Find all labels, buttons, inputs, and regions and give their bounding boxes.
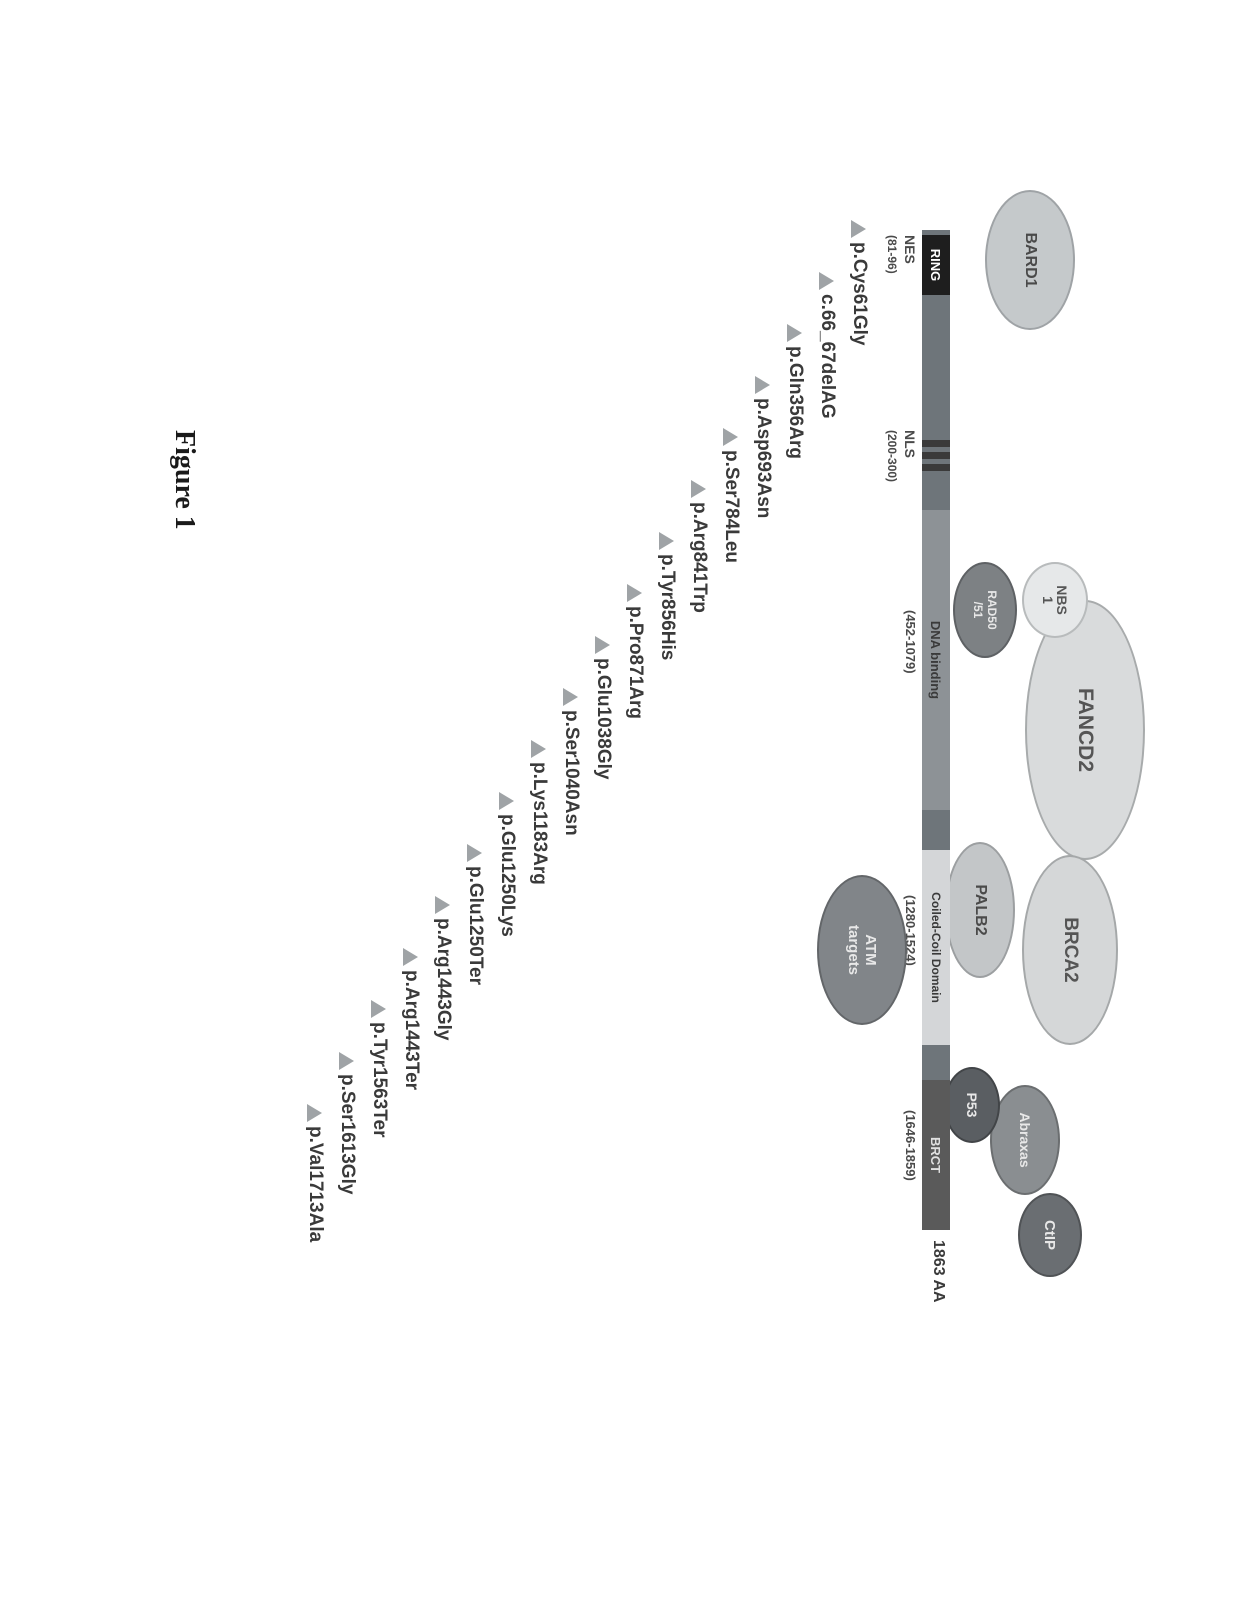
variant-label: p.Glu1250Lys	[496, 814, 518, 937]
partner-ctip-label: CtIP	[1042, 1220, 1059, 1250]
variant-row: p.Glu1250Lys	[496, 792, 518, 937]
triangle-icon	[756, 376, 771, 394]
triangle-icon	[788, 324, 803, 342]
variant-label: p.Cys61Gly	[848, 242, 870, 346]
partner-rad50-label: RAD50/51	[971, 590, 999, 629]
triangle-icon	[596, 636, 611, 654]
partner-palb2-label: PALB2	[971, 884, 989, 935]
variant-row: p.Asp693Asn	[752, 376, 774, 518]
partner-brca2-label: BRCA2	[1059, 917, 1081, 982]
variant-label: p.Gln356Arg	[784, 346, 806, 459]
triangle-icon	[820, 272, 835, 290]
variant-row: p.Gln356Arg	[784, 324, 806, 459]
variant-row: p.Ser1613Gly	[336, 1052, 358, 1194]
triangle-icon	[628, 584, 643, 602]
triangle-icon	[660, 532, 675, 550]
partner-rad50: RAD50/51	[953, 562, 1017, 658]
variant-row: p.Tyr1563Ter	[368, 1000, 390, 1137]
domain-nls-label: NLS (200-300)	[884, 430, 918, 482]
domain-ring: RING	[922, 235, 950, 295]
variant-row: p.Cys61Gly	[848, 220, 870, 346]
domain-brct-range: (1646-1859)	[902, 1110, 918, 1181]
variant-row: p.Lys1183Arg	[528, 740, 550, 885]
variant-label: p.Arg841Trp	[688, 502, 710, 613]
triangle-icon	[372, 1000, 387, 1018]
variant-label: p.Val1713Ala	[304, 1126, 326, 1242]
figure-caption: Figure 1	[168, 430, 200, 530]
variant-label: p.Tyr856His	[656, 554, 678, 660]
triangle-icon	[852, 220, 867, 238]
partner-bard1-label: BARD1	[1021, 232, 1039, 287]
variant-label: p.Asp693Asn	[752, 398, 774, 518]
domain-ring-label: RING	[929, 249, 944, 282]
variant-row: p.Ser784Leu	[720, 428, 742, 563]
nls-stripe-3	[922, 464, 950, 471]
partner-ctip: CtIP	[1018, 1193, 1082, 1277]
domain-brct-label: BRCT	[929, 1137, 944, 1173]
triangle-icon	[340, 1052, 355, 1070]
triangle-icon	[404, 948, 419, 966]
partner-p53-label: P53	[964, 1093, 980, 1118]
triangle-icon	[724, 428, 739, 446]
partner-p53: P53	[944, 1067, 1000, 1143]
partner-nbs1-label: NBS1	[1041, 585, 1069, 615]
domain-dnabinding: DNA binding	[922, 510, 950, 810]
variant-label: p.Arg1443Ter	[400, 970, 422, 1090]
partner-abraxas: Abraxas	[990, 1085, 1060, 1195]
partner-bard1: BARD1	[985, 190, 1075, 330]
variant-label: p.Ser1040Asn	[560, 710, 582, 836]
domain-dnabind-range: (452-1079)	[902, 610, 918, 674]
partner-palb2: PALB2	[945, 842, 1015, 978]
variant-row: p.Arg1443Gly	[432, 896, 454, 1041]
variant-row: p.Pro871Arg	[624, 584, 646, 719]
triangle-icon	[500, 792, 515, 810]
domain-nes-label: NES (81-96)	[884, 235, 918, 274]
nls-stripe-1	[922, 440, 950, 447]
partner-atm-targets: ATMtargets	[817, 875, 907, 1025]
domain-coiledcoil-label: Coiled-Coil Domain	[929, 892, 943, 1003]
partner-fancd2: FANCD2	[1025, 600, 1145, 860]
triangle-icon	[564, 688, 579, 706]
triangle-icon	[532, 740, 547, 758]
variant-row: p.Arg1443Ter	[400, 948, 422, 1090]
nls-stripe-2	[922, 452, 950, 459]
partner-nbs1: NBS1	[1022, 562, 1088, 638]
triangle-icon	[436, 896, 451, 914]
aa-length-label: 1863 AA	[929, 1240, 947, 1303]
triangle-icon	[692, 480, 707, 498]
variant-row: p.Glu1038Gly	[592, 636, 614, 779]
domain-dnabinding-label: DNA binding	[929, 621, 944, 699]
variant-row: c.66_67delAG	[816, 272, 838, 419]
partner-abraxas-label: Abraxas	[1017, 1112, 1033, 1167]
variant-label: p.Pro871Arg	[624, 606, 646, 719]
variant-label: p.Ser784Leu	[720, 450, 742, 563]
triangle-icon	[468, 844, 483, 862]
triangle-icon	[308, 1104, 323, 1122]
variant-label: c.66_67delAG	[816, 294, 838, 419]
domain-coiledcoil: Coiled-Coil Domain	[922, 850, 950, 1045]
variant-row: p.Tyr856His	[656, 532, 678, 660]
variant-label: p.Lys1183Arg	[528, 762, 550, 885]
variant-label: p.Arg1443Gly	[432, 918, 454, 1041]
variant-label: p.Glu1250Ter	[464, 866, 486, 985]
domain-brct: BRCT	[922, 1080, 950, 1230]
partner-brca2: BRCA2	[1022, 855, 1118, 1045]
partner-fancd2-label: FANCD2	[1073, 688, 1097, 772]
variant-row: p.Arg841Trp	[688, 480, 710, 613]
variant-row: p.Ser1040Asn	[560, 688, 582, 836]
variant-label: p.Glu1038Gly	[592, 658, 614, 779]
variant-row: p.Val1713Ala	[304, 1104, 326, 1242]
variant-label: p.Tyr1563Ter	[368, 1022, 390, 1137]
variant-row: p.Glu1250Ter	[464, 844, 486, 985]
variant-label: p.Ser1613Gly	[336, 1074, 358, 1194]
partner-atm-targets-label: ATMtargets	[845, 925, 879, 975]
